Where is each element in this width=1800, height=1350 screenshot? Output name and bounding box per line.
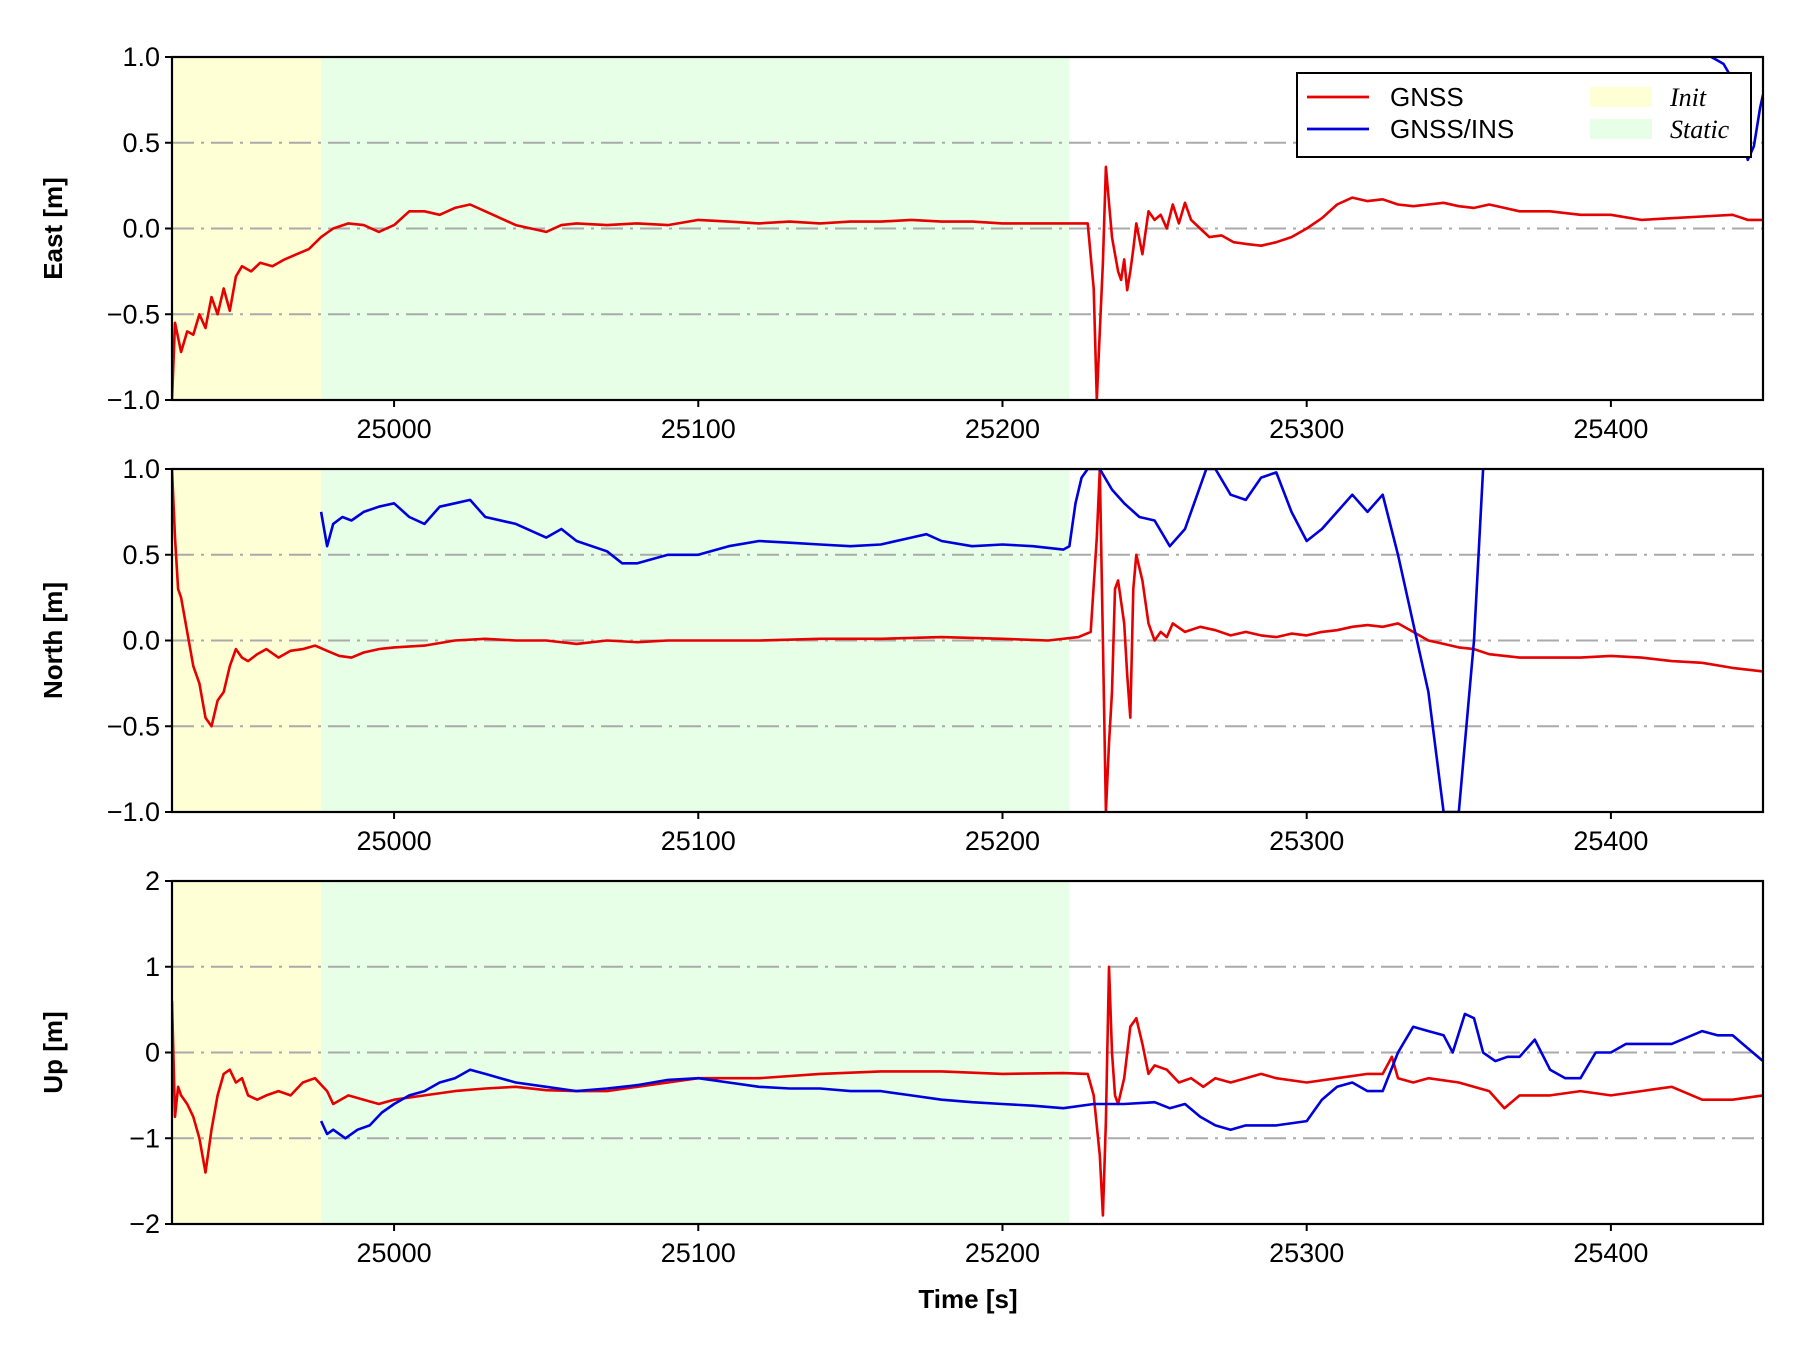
y-tick-label: 0.5 [122, 540, 160, 570]
x-tick-label: 25300 [1269, 414, 1344, 444]
legend-box [1296, 72, 1752, 158]
y-tick-label: −1.0 [107, 385, 160, 415]
y-axis-label: East [m] [38, 177, 68, 280]
gnss-series-line [172, 965, 1763, 1217]
y-tick-label: −1 [129, 1123, 160, 1153]
x-tick-label: 25100 [661, 1238, 736, 1268]
x-tick-label: 25100 [661, 414, 736, 444]
y-tick-label: 1.0 [122, 42, 160, 72]
x-tick-label: 25200 [965, 1238, 1040, 1268]
y-tick-label: 0 [145, 1038, 160, 1068]
gnss-series-line [172, 165, 1763, 400]
static-legend-label: Static [1670, 115, 1730, 144]
x-tick-label: 25000 [357, 414, 432, 444]
init-legend-swatch [1590, 87, 1652, 107]
y-tick-label: 2 [145, 866, 160, 896]
y-tick-label: −1.0 [107, 797, 160, 827]
north-panel: −1.0 −0.5 0.0 0.5 1.0 25000 25100 25200 25300 254… [38, 454, 1765, 856]
gnss-ins-series-line [319, 469, 1485, 812]
y-tick-label: −2 [129, 1209, 160, 1239]
y-tick-label: −0.5 [107, 711, 160, 741]
static-legend-swatch [1590, 119, 1652, 139]
up-panel: −2 −1 0 1 2 25000 25100 25200 25300 25400 Up [m] [38, 866, 1765, 1268]
gnss-ins-legend-label: GNSS/INS [1390, 114, 1514, 144]
gnss-ins-series-line [319, 1012, 1763, 1140]
y-tick-label: 0.0 [122, 214, 160, 244]
x-tick-label: 25400 [1573, 1238, 1648, 1268]
y-tick-label: 1.0 [122, 454, 160, 484]
y-axis-label: Up [m] [38, 1011, 68, 1093]
x-tick-label: 25100 [661, 826, 736, 856]
y-tick-label: −0.5 [107, 299, 160, 329]
x-tick-label: 25000 [357, 1238, 432, 1268]
east-panel: −1.0 −0.5 0.0 0.5 1.0 25000 25100 25200 25300 254… [38, 42, 1765, 444]
init-legend-label: Init [1669, 83, 1707, 112]
x-tick-label: 25300 [1269, 826, 1344, 856]
x-tick-label: 25400 [1573, 414, 1648, 444]
y-axis-label: North [m] [38, 582, 68, 699]
gnss-series-line [172, 469, 1763, 812]
x-tick-label: 25200 [965, 826, 1040, 856]
x-tick-label: 25200 [965, 414, 1040, 444]
y-tick-label: 0.5 [122, 128, 160, 158]
x-tick-label: 25000 [357, 826, 432, 856]
gnss-legend-label: GNSS [1390, 82, 1464, 112]
y-tick-label: 0.0 [122, 626, 160, 656]
x-tick-label: 25400 [1573, 826, 1648, 856]
x-axis-label: Time [s] [918, 1284, 1017, 1314]
y-tick-label: 1 [145, 952, 160, 982]
x-tick-label: 25300 [1269, 1238, 1344, 1268]
